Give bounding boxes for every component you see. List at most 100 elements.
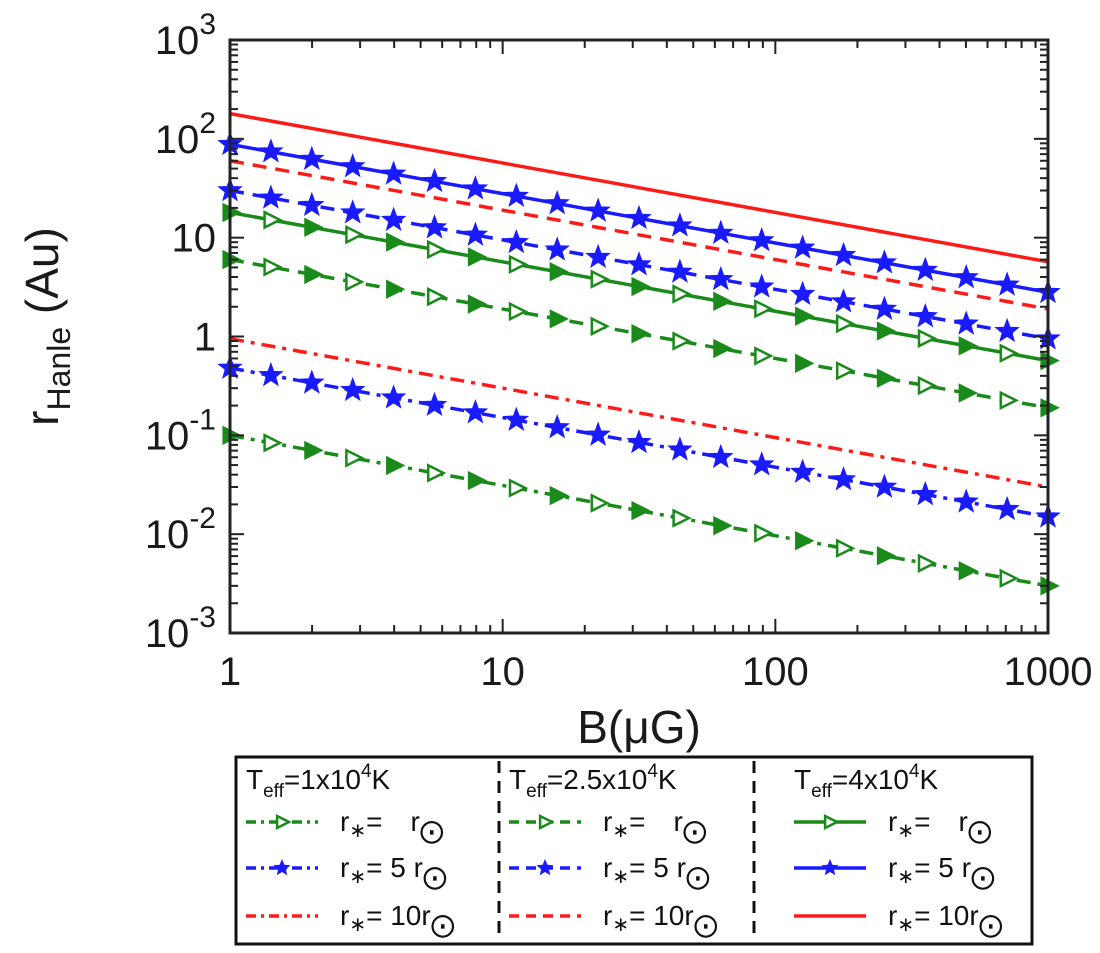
triangle-marker [345,272,365,292]
triangle-marker [876,546,897,566]
series-line-8 [230,111,1048,264]
star-marker [994,271,1020,296]
legend-star-marker [821,859,839,876]
triangle-marker [958,336,978,356]
legend-rsun: r [684,900,693,931]
star-marker [503,182,530,207]
legend-entry-label: r∗= 10r⨀ [603,900,718,939]
star-marker [258,361,284,387]
star-marker [912,256,939,281]
star-marker [503,406,530,431]
triangle-marker [263,257,283,277]
y-tick-label: 10 [172,217,217,261]
legend-star: ∗ [897,820,914,842]
legend-eq: = [914,900,930,931]
legend-r: r [888,900,897,931]
legend-entry-label: r∗= r⨀ [888,806,992,845]
x-axis-label: B(μG) [577,701,701,753]
series-line-2 [230,336,1048,489]
y-tick-base: 10 [145,414,190,458]
plot-area [217,111,1061,596]
triangle-marker [508,301,529,322]
star-marker [299,145,325,170]
legend-star-marker [273,859,291,876]
legend-star: ∗ [612,820,629,842]
triangle-marker [467,470,488,491]
legend-sun: ⨀ [971,864,995,891]
triangle-marker [754,346,774,366]
legend-eq: = [914,806,930,837]
triangle-marker [795,306,815,326]
triangle-marker [304,264,324,285]
star-marker [626,251,652,276]
star-marker [380,206,407,232]
legend-star: ∗ [349,866,366,888]
star-marker [667,436,693,461]
star-marker [339,376,366,402]
legend-star: ∗ [897,914,914,936]
star-marker [421,214,448,239]
legend-entry-label: r∗= 5 r⨀ [340,852,447,891]
star-marker [667,258,693,283]
legend-eq: = [629,900,645,931]
legend-star: ∗ [349,820,366,842]
star-marker [339,153,366,178]
y-tick-exponent: -3 [189,601,216,634]
legend-entry-label: r∗= r⨀ [340,806,444,845]
legend-r: r [340,806,349,837]
triangle-marker [386,232,406,252]
series-markers-4 [217,177,1061,350]
triangle-marker [345,448,365,468]
legend-title-sup: 4 [909,761,920,782]
triangle-marker [590,269,610,289]
star-marker [258,184,284,209]
star-marker [421,167,448,193]
legend-triangle-marker [275,814,292,830]
legend-title-sup: 4 [361,761,372,782]
legend-entry-label: r∗= 5 r⨀ [603,852,710,891]
star-marker [953,488,979,513]
legend-eq: = [629,806,645,837]
triangle-marker [795,531,815,551]
triangle-marker [386,279,406,299]
legend-title-mid: =4x10 [832,764,909,795]
y-tick-exponent: 2 [199,107,216,140]
triangle-marker [917,375,938,396]
star-marker [953,310,979,335]
triangle-marker [467,247,488,267]
star-marker [912,303,939,328]
star-marker [912,480,939,506]
triangle-marker [876,321,897,341]
triangle-marker [426,286,447,307]
y-axis-label-sub: Hanle [41,327,77,411]
y-tick-label: 10-2 [145,502,216,557]
axes: 1 10 100 100010-310-210-1110102103B(μG)rHan… [16,8,1092,753]
legend-r: r [603,900,612,931]
series-markers-6 [222,202,1060,371]
legend-coef: 5 [645,852,676,883]
y-axis-label-unit: (Au) [16,227,68,327]
y-tick-label: 10-1 [145,403,216,458]
triangle-marker [304,217,324,237]
legend-box [234,755,1034,946]
triangle-marker [590,316,610,336]
triangle-marker [549,485,569,506]
star-marker [667,212,693,237]
triangle-marker [754,523,774,543]
triangle-marker [590,493,610,513]
star-marker [299,369,325,394]
legend-rsun: r [969,900,978,931]
legend-rsun: r [677,852,686,883]
star-marker [380,160,407,185]
series-line-5 [230,159,1048,311]
star-marker [585,197,611,222]
y-axis-label: rHanle (Au) [16,227,77,426]
y-tick-base: 10 [145,612,190,656]
legend-title-sub: eff [811,781,833,802]
star-marker [789,280,816,306]
y-tick-base: 1 [194,316,216,360]
x-tick-label: 100 [742,650,809,694]
legend-column-title: Teff=1x104K [246,761,391,802]
